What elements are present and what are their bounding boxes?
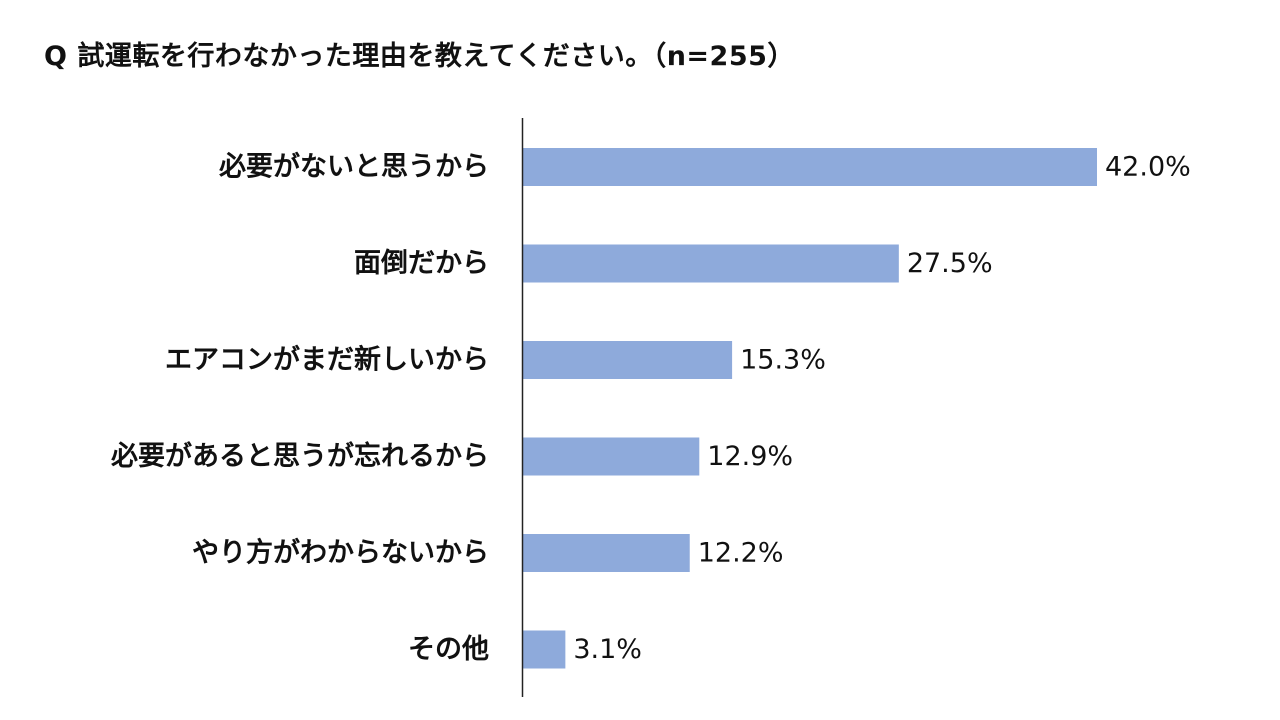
category-label-1: 必要がないと思うから xyxy=(219,151,489,183)
bar-6 xyxy=(523,630,566,669)
bar-2 xyxy=(523,244,899,283)
category-label-3: エアコンがまだ新しいから xyxy=(165,344,489,376)
category-label-6: その他 xyxy=(408,634,489,665)
category-label-2: 面倒だから xyxy=(354,248,489,279)
value-label-4: 12.9% xyxy=(707,441,793,472)
value-label-2: 27.5% xyxy=(907,248,993,279)
value-label-3: 15.3% xyxy=(740,345,826,376)
labels-layer: 必要がないと思うから 42.0% 面倒だから 27.5% エアコンがまだ新しいから 15.… xyxy=(111,151,1191,666)
value-label-1: 42.0% xyxy=(1105,152,1191,183)
bar-4 xyxy=(523,437,700,476)
bar-5 xyxy=(523,534,690,572)
category-label-5: やり方がわからないから xyxy=(192,537,489,569)
bars-layer xyxy=(523,148,1097,669)
category-label-4: 必要があると思うが忘れるから xyxy=(111,440,489,472)
bar-1 xyxy=(523,148,1097,186)
value-label-5: 12.2% xyxy=(698,538,784,569)
value-label-6: 3.1% xyxy=(573,634,642,665)
bar-3 xyxy=(523,341,733,379)
chart-title: Q 試運転を行わなかった理由を教えてください。（n=255） xyxy=(44,41,795,72)
